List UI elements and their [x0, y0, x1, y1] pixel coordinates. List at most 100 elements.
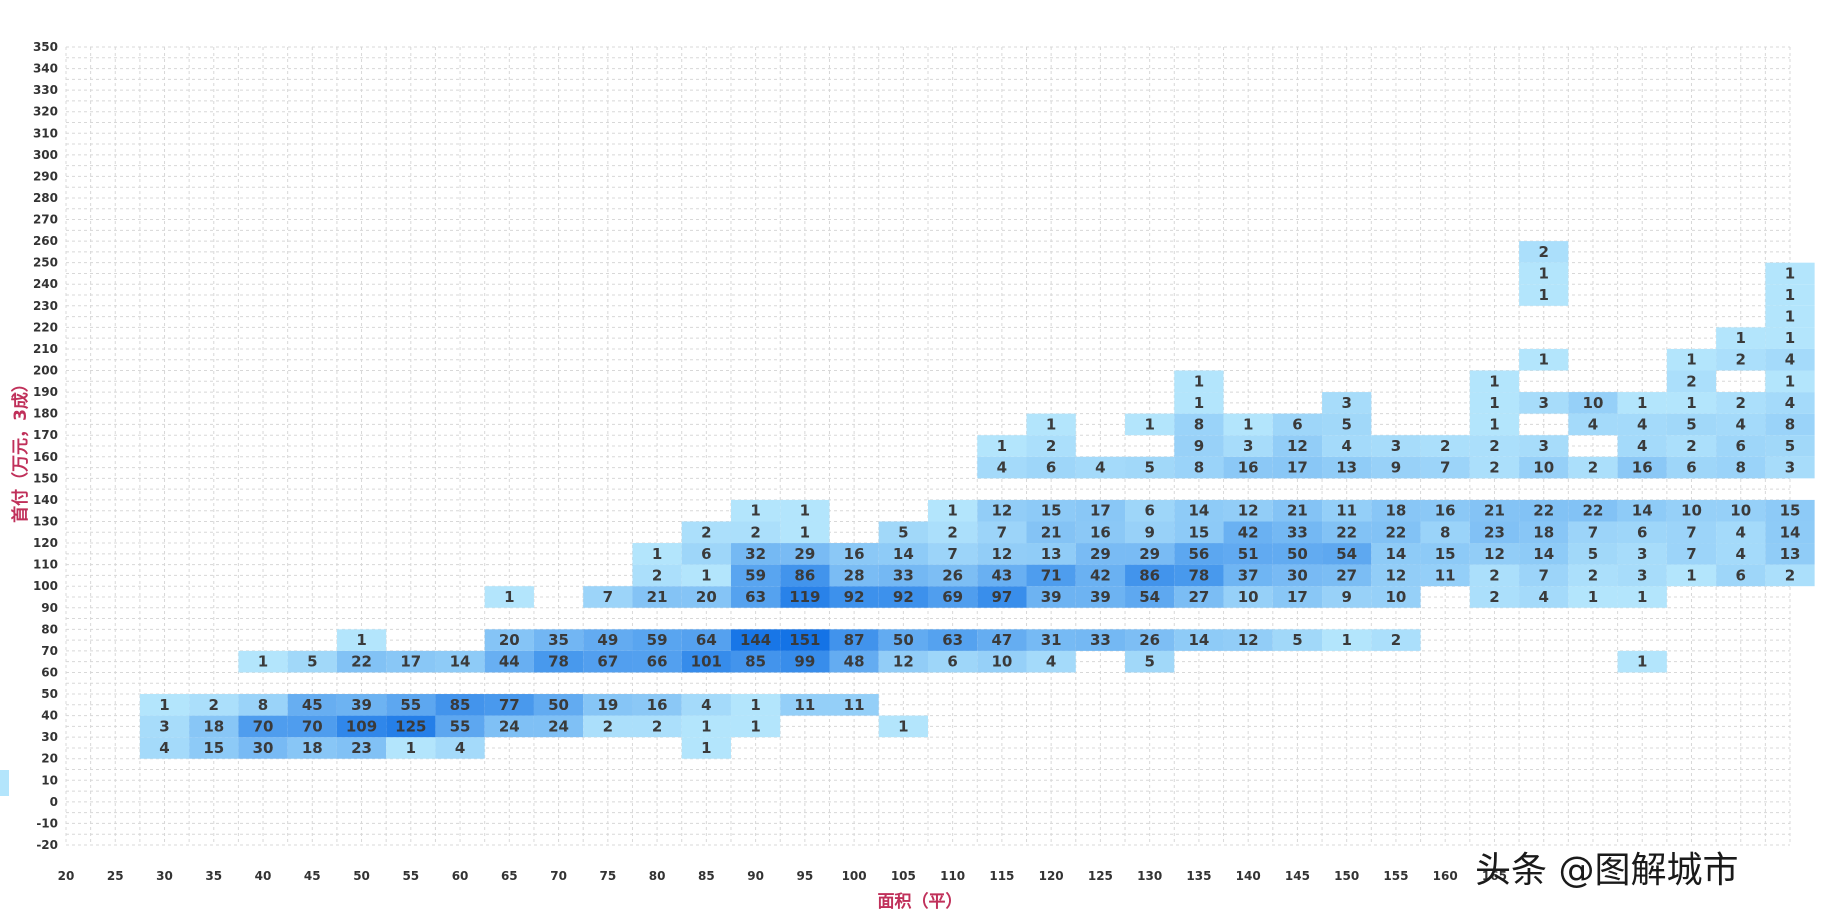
cell-value-label: 151 — [789, 631, 820, 649]
cell-value-label: 2 — [1736, 351, 1746, 369]
cell-value-label: 29 — [1090, 545, 1111, 563]
x-tick-label: 75 — [599, 869, 616, 883]
y-tick-label: 90 — [41, 601, 58, 615]
heatmap-cell — [1666, 370, 1717, 393]
heatmap-cell — [1322, 629, 1372, 651]
heatmap-cell — [583, 715, 633, 738]
cell-value-label: 71 — [1041, 566, 1062, 584]
x-tick-label: 150 — [1334, 869, 1359, 883]
heatmap-cell — [1174, 499, 1224, 522]
x-tick-label: 70 — [550, 869, 567, 883]
heatmap-cell — [1617, 435, 1667, 457]
y-tick-label: 120 — [33, 536, 58, 550]
cell-value-label: 4 — [1736, 523, 1746, 541]
heatmap-cell — [1765, 262, 1815, 285]
heatmap-cell — [681, 737, 731, 759]
cell-value-label: 6 — [1686, 459, 1696, 477]
heatmap-cell — [1469, 564, 1520, 587]
x-tick-label: 145 — [1285, 869, 1310, 883]
cell-value-label: 18 — [302, 739, 323, 757]
cell-value-label: 15 — [1188, 523, 1209, 541]
cell-value-label: 5 — [307, 653, 317, 671]
cell-value-label: 86 — [1139, 566, 1160, 584]
cell-value-label: 4 — [1046, 653, 1056, 671]
cell-value-label: 109 — [346, 717, 377, 735]
heatmap-cell — [189, 715, 239, 738]
y-tick-label: 300 — [33, 148, 58, 162]
heatmap-cell — [139, 737, 190, 759]
x-tick-label: 165 — [1482, 869, 1507, 883]
cell-value-label: 2 — [1686, 372, 1696, 390]
cell-value-label: 1 — [1588, 588, 1598, 606]
heatmap-cell — [1322, 521, 1372, 544]
cell-value-label: 6 — [1292, 415, 1302, 433]
cell-value-label: 59 — [647, 631, 668, 649]
heatmap-cell — [386, 694, 436, 716]
heatmap-cell — [1666, 435, 1717, 457]
cell-value-label: 14 — [450, 653, 471, 671]
y-tick-label: 140 — [33, 493, 58, 507]
cell-value-label: 10 — [1681, 502, 1702, 520]
cell-value-label: 5 — [1588, 545, 1598, 563]
heatmap-cell — [238, 694, 288, 716]
cell-value-label: 23 — [351, 739, 372, 757]
heatmap-cell — [1519, 392, 1569, 414]
heatmap-cell — [1568, 586, 1618, 608]
x-tick-label: 80 — [649, 869, 666, 883]
heatmap-cell — [1272, 435, 1323, 457]
cell-value-label: 144 — [740, 631, 771, 649]
cell-value-label: 5 — [1144, 459, 1154, 477]
cell-value-label: 22 — [1336, 523, 1357, 541]
legend-color-bar — [0, 770, 9, 796]
cell-value-label: 15 — [1780, 502, 1801, 520]
heatmap-cell — [336, 694, 387, 716]
cell-value-label: 3 — [1341, 394, 1351, 412]
cell-value-label: 16 — [1238, 459, 1259, 477]
cell-value-label: 6 — [1736, 566, 1746, 584]
cell-value-label: 3 — [1243, 437, 1253, 455]
cell-value-label: 1 — [159, 696, 169, 714]
cell-value-label: 1 — [701, 566, 711, 584]
y-tick-label: 80 — [41, 622, 58, 636]
cell-value-label: 69 — [942, 588, 963, 606]
heatmap-cell — [1223, 586, 1273, 608]
cell-value-label: 2 — [1489, 459, 1499, 477]
cell-value-label: 1 — [1785, 329, 1795, 347]
heatmap-cell — [1765, 499, 1815, 522]
heatmap-cell — [1371, 543, 1421, 565]
cell-value-label: 2 — [1391, 631, 1401, 649]
cell-value-label: 14 — [1188, 502, 1209, 520]
heatmap-cell — [730, 650, 781, 673]
cell-value-label: 42 — [1090, 566, 1111, 584]
cell-value-label: 6 — [1736, 437, 1746, 455]
cell-value-label: 3 — [1391, 437, 1401, 455]
heatmap-cell — [1026, 564, 1076, 587]
cell-value-label: 12 — [1287, 437, 1308, 455]
cell-value-label: 4 — [1736, 545, 1746, 563]
heatmap-cell — [878, 629, 928, 651]
cell-value-label: 13 — [1780, 545, 1801, 563]
heatmap-cell — [1666, 543, 1717, 565]
heatmap-cell — [928, 564, 978, 587]
heatmap-cell — [1617, 586, 1667, 608]
cell-value-label: 4 — [701, 696, 711, 714]
cell-value-label: 4 — [1736, 415, 1746, 433]
cell-value-label: 8 — [1440, 523, 1450, 541]
heatmap-cell — [1519, 543, 1569, 565]
heatmap-cell — [484, 586, 534, 608]
heatmap-cell — [484, 650, 534, 673]
heatmap-cell — [829, 564, 879, 587]
heatmap-cell — [1026, 499, 1076, 522]
heatmap-cell — [928, 499, 978, 522]
cell-value-label: 7 — [603, 588, 613, 606]
y-tick-label: 220 — [33, 320, 58, 334]
cell-value-label: 54 — [1139, 588, 1160, 606]
heatmap-cell — [1568, 564, 1618, 587]
heatmap-cell — [1765, 348, 1815, 371]
heatmap-cell — [1519, 499, 1569, 522]
heatmap-cell — [1765, 543, 1815, 565]
heatmap-cell — [1322, 586, 1372, 608]
heatmap-cell — [1223, 521, 1273, 544]
heatmap-cell — [1125, 629, 1175, 651]
heatmap-cell — [1519, 241, 1569, 263]
